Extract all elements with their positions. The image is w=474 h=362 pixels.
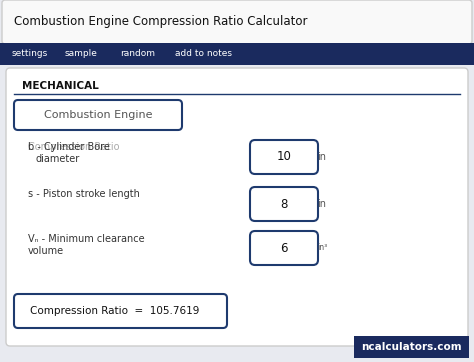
Text: 8: 8 [280, 198, 288, 210]
FancyBboxPatch shape [250, 231, 318, 265]
FancyBboxPatch shape [14, 294, 227, 328]
Text: random: random [120, 50, 155, 59]
Text: in: in [317, 199, 326, 209]
Text: in³: in³ [317, 244, 327, 253]
Text: settings: settings [12, 50, 48, 59]
FancyBboxPatch shape [250, 187, 318, 221]
Text: Combustion Engine Compression Ratio Calculator: Combustion Engine Compression Ratio Calc… [14, 16, 308, 29]
FancyBboxPatch shape [2, 0, 472, 44]
Text: diameter: diameter [36, 154, 80, 164]
Text: 6: 6 [280, 241, 288, 254]
Text: Compression Ratio  =  105.7619: Compression Ratio = 105.7619 [30, 306, 200, 316]
Text: Vₙ - Minimum clearance: Vₙ - Minimum clearance [28, 234, 145, 244]
Text: sample: sample [65, 50, 98, 59]
Text: volume: volume [28, 246, 64, 256]
Text: MECHANICAL: MECHANICAL [22, 81, 99, 91]
Text: in: in [317, 152, 326, 162]
FancyBboxPatch shape [0, 43, 474, 65]
Text: add to notes: add to notes [175, 50, 232, 59]
FancyBboxPatch shape [250, 140, 318, 174]
FancyBboxPatch shape [14, 100, 182, 130]
Text: s - Piston stroke length: s - Piston stroke length [28, 189, 140, 199]
Text: Combustion Engine: Combustion Engine [44, 110, 152, 120]
Text: 10: 10 [276, 151, 292, 164]
Text: b - Cylinder Bore: b - Cylinder Bore [28, 142, 110, 152]
Text: Compression Ratio: Compression Ratio [28, 142, 119, 152]
FancyBboxPatch shape [6, 68, 468, 346]
FancyBboxPatch shape [354, 336, 469, 358]
Text: ncalculators.com: ncalculators.com [361, 342, 462, 352]
